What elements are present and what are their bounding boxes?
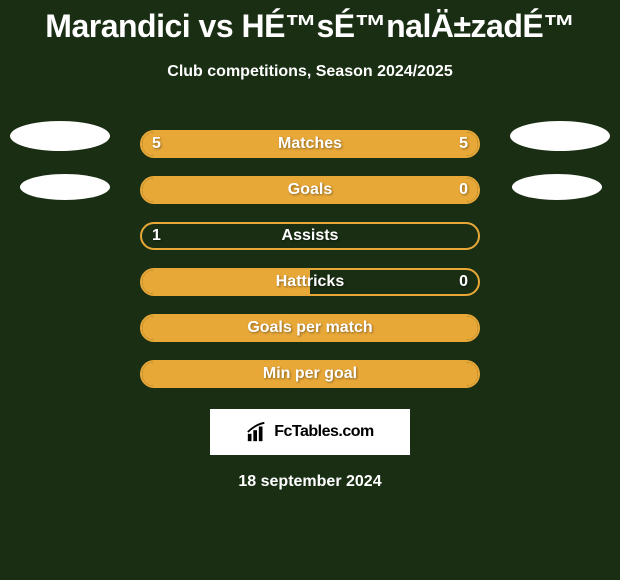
stat-label: Goals xyxy=(288,181,332,199)
stat-label: Matches xyxy=(278,135,342,153)
page-title: Marandici vs HÉ™sÉ™nalÄ±zadÉ™ xyxy=(0,0,620,45)
chart-icon xyxy=(246,421,268,443)
stat-bar: Goals per match xyxy=(140,314,480,342)
stat-value-right: 5 xyxy=(459,135,468,153)
stat-row: 1 Assists xyxy=(0,213,620,259)
stat-value-right: 0 xyxy=(459,273,468,291)
stat-bar: Goals xyxy=(140,176,480,204)
fctables-logo: FcTables.com xyxy=(210,409,410,455)
stat-bar: Matches xyxy=(140,130,480,158)
stat-label: Goals per match xyxy=(247,319,372,337)
stat-row: Goals per match xyxy=(0,305,620,351)
comparison-chart: 5 Matches 5 Goals 0 1 Assists Hattricks 0 Goals p… xyxy=(0,121,620,397)
date-text: 18 september 2024 xyxy=(0,473,620,491)
stat-bar: Assists xyxy=(140,222,480,250)
stat-label: Assists xyxy=(282,227,339,245)
stat-row: Min per goal xyxy=(0,351,620,397)
logo-text: FcTables.com xyxy=(274,423,374,441)
stat-row: 5 Matches 5 xyxy=(0,121,620,167)
stat-value-right: 0 xyxy=(459,181,468,199)
stat-row: Goals 0 xyxy=(0,167,620,213)
stat-bar: Min per goal xyxy=(140,360,480,388)
stat-row: Hattricks 0 xyxy=(0,259,620,305)
stat-value-left: 1 xyxy=(152,227,161,245)
stat-value-left: 5 xyxy=(152,135,161,153)
stat-label: Min per goal xyxy=(263,365,357,383)
stat-bar: Hattricks xyxy=(140,268,480,296)
stat-label: Hattricks xyxy=(276,273,344,291)
subtitle: Club competitions, Season 2024/2025 xyxy=(0,63,620,81)
